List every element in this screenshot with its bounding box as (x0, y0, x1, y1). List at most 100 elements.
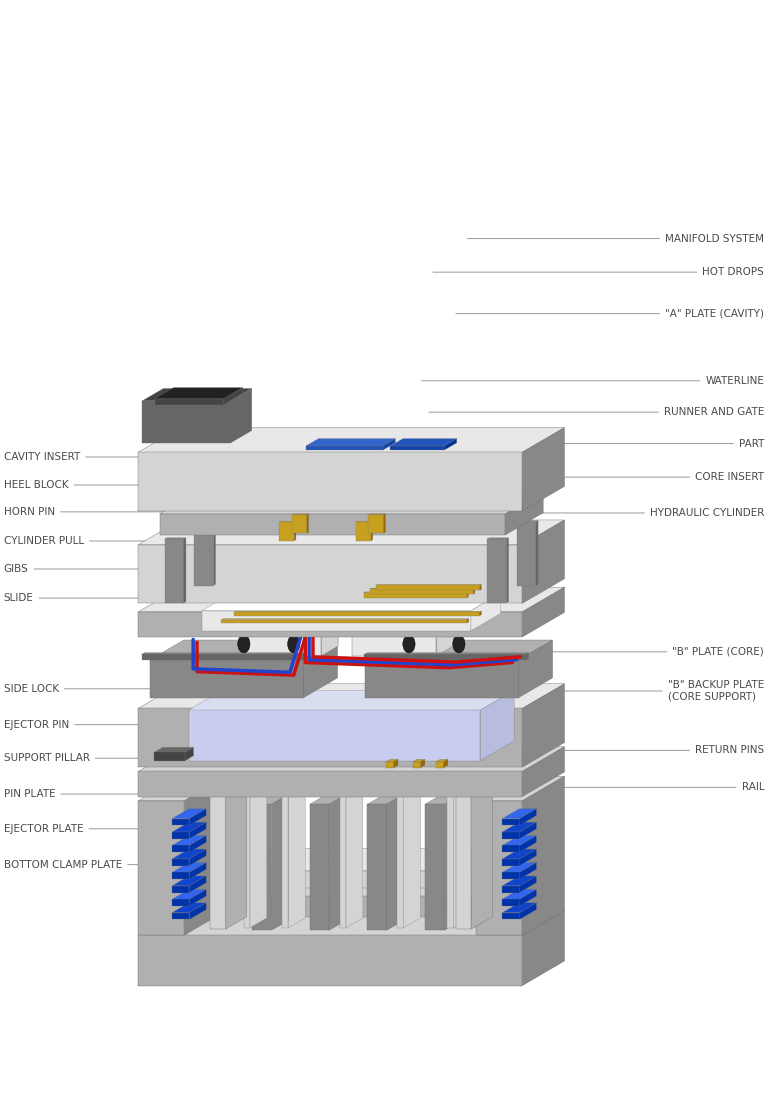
Polygon shape (138, 544, 522, 604)
Polygon shape (172, 846, 189, 852)
Polygon shape (138, 772, 522, 796)
Polygon shape (252, 804, 272, 931)
Polygon shape (172, 849, 206, 859)
Polygon shape (189, 809, 206, 825)
Polygon shape (172, 913, 189, 920)
Polygon shape (339, 784, 362, 793)
Text: SLIDE: SLIDE (4, 594, 208, 603)
Polygon shape (384, 514, 386, 533)
Polygon shape (172, 886, 189, 893)
Polygon shape (188, 690, 514, 710)
Polygon shape (307, 514, 309, 533)
Polygon shape (240, 626, 338, 636)
Polygon shape (453, 784, 470, 927)
Polygon shape (480, 612, 482, 616)
Polygon shape (292, 515, 307, 533)
Text: "B" BACKUP PLATE
(CORE SUPPORT): "B" BACKUP PLATE (CORE SUPPORT) (441, 680, 764, 702)
Polygon shape (444, 790, 470, 931)
Polygon shape (184, 776, 227, 935)
Polygon shape (436, 759, 448, 762)
Text: PIN PLATE: PIN PLATE (4, 790, 170, 799)
Polygon shape (413, 762, 421, 767)
Polygon shape (172, 889, 206, 899)
Polygon shape (172, 819, 189, 825)
Polygon shape (505, 849, 543, 888)
Polygon shape (172, 862, 206, 872)
Circle shape (238, 635, 250, 653)
Polygon shape (151, 640, 338, 660)
Polygon shape (356, 522, 371, 541)
Circle shape (402, 635, 415, 653)
Polygon shape (519, 889, 536, 906)
Polygon shape (138, 911, 564, 935)
Polygon shape (456, 782, 472, 930)
Polygon shape (138, 520, 564, 544)
Polygon shape (160, 871, 505, 888)
Polygon shape (160, 896, 505, 917)
Polygon shape (367, 790, 412, 804)
Polygon shape (506, 538, 508, 603)
Polygon shape (525, 653, 528, 660)
Polygon shape (160, 874, 543, 896)
Polygon shape (172, 876, 206, 886)
Polygon shape (394, 759, 398, 767)
Polygon shape (444, 439, 457, 450)
Polygon shape (444, 759, 448, 767)
Polygon shape (160, 849, 543, 871)
Polygon shape (517, 522, 536, 586)
Polygon shape (474, 588, 475, 594)
Polygon shape (370, 589, 474, 594)
Polygon shape (310, 790, 354, 804)
Polygon shape (487, 539, 506, 603)
Polygon shape (436, 626, 453, 656)
Polygon shape (367, 804, 386, 931)
Polygon shape (502, 832, 519, 839)
Polygon shape (456, 769, 492, 782)
Polygon shape (480, 585, 482, 590)
Polygon shape (160, 514, 505, 535)
Polygon shape (279, 522, 294, 541)
Polygon shape (138, 935, 522, 986)
Text: HYDRAULIC CYLINDER: HYDRAULIC CYLINDER (441, 508, 764, 517)
Polygon shape (164, 538, 186, 539)
Polygon shape (447, 784, 470, 793)
Polygon shape (214, 521, 216, 586)
Polygon shape (172, 822, 206, 832)
Polygon shape (502, 876, 536, 886)
Polygon shape (172, 859, 189, 866)
Polygon shape (230, 389, 252, 442)
Polygon shape (226, 769, 247, 930)
Polygon shape (138, 747, 564, 772)
Polygon shape (502, 913, 519, 920)
Polygon shape (519, 876, 536, 893)
Polygon shape (363, 592, 467, 598)
Polygon shape (518, 640, 552, 698)
Polygon shape (184, 538, 186, 603)
Polygon shape (517, 521, 538, 522)
Polygon shape (138, 801, 184, 935)
Polygon shape (283, 784, 305, 793)
Polygon shape (306, 446, 382, 450)
Polygon shape (321, 626, 338, 656)
Text: PART: PART (410, 439, 764, 448)
Polygon shape (154, 747, 194, 753)
Polygon shape (369, 515, 384, 533)
Polygon shape (304, 640, 338, 698)
Polygon shape (138, 683, 564, 709)
Polygon shape (310, 804, 329, 931)
Polygon shape (481, 690, 514, 760)
Polygon shape (151, 660, 304, 698)
Text: RAIL: RAIL (456, 783, 764, 792)
Text: RUNNER AND GATE: RUNNER AND GATE (429, 408, 764, 417)
Polygon shape (346, 784, 362, 927)
Polygon shape (390, 446, 444, 450)
Polygon shape (189, 849, 206, 866)
Circle shape (287, 635, 300, 653)
Polygon shape (519, 849, 536, 866)
Polygon shape (194, 521, 216, 522)
Text: WATERLINE: WATERLINE (422, 376, 764, 385)
Polygon shape (189, 836, 206, 852)
Polygon shape (138, 587, 564, 612)
Polygon shape (502, 809, 536, 819)
Polygon shape (289, 784, 305, 927)
